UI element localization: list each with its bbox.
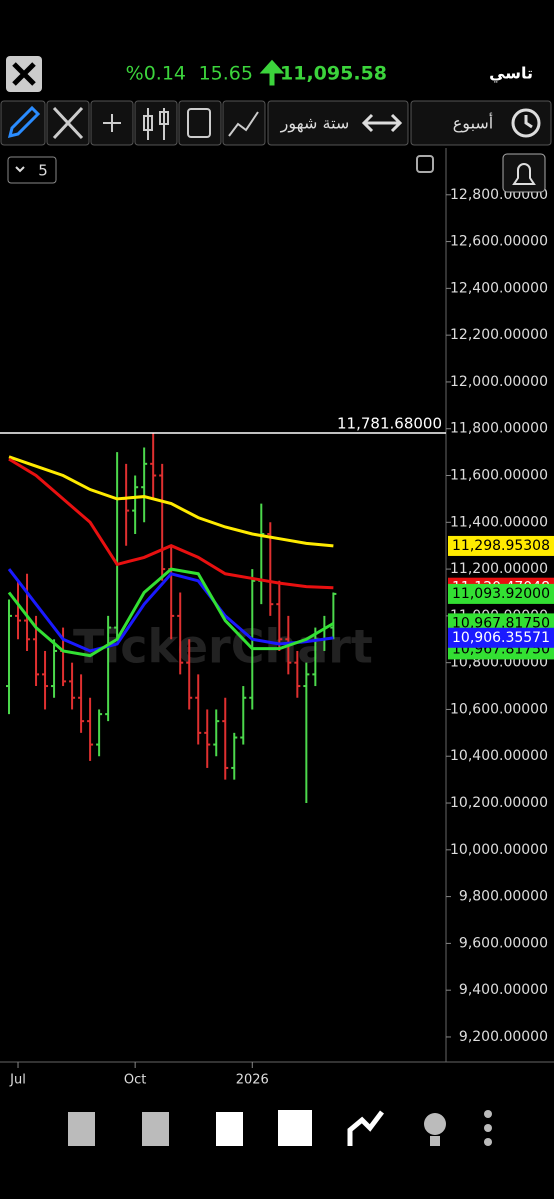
chart-type-button[interactable] [134, 100, 178, 146]
y-tick-label: 11,600.00000 [450, 468, 548, 484]
y-tick-label: 11,800.00000 [450, 421, 548, 437]
price-tag-label: 11,298.95308 [452, 538, 550, 554]
change-percent: %0.14 [126, 63, 186, 85]
crosshair-icon [103, 114, 121, 132]
interval-label: أسبوع [453, 113, 494, 134]
close-button[interactable] [6, 56, 42, 92]
nav-portfolio[interactable] [278, 1110, 312, 1146]
y-tick-label: 10,400.00000 [450, 748, 548, 764]
chevron [15, 166, 25, 173]
y-tick-label: 9,200.00000 [459, 1029, 548, 1045]
moving-average [8, 455, 334, 548]
history-icon [511, 108, 541, 138]
y-tick-label: 10,600.00000 [450, 701, 548, 717]
y-tick-label: 12,000.00000 [450, 374, 548, 390]
price-tag [448, 627, 554, 648]
moving-average [7, 568, 334, 653]
y-tick-label: 11,200.00000 [450, 561, 548, 577]
close-icon [12, 62, 36, 86]
tools-icon [52, 106, 84, 140]
settings-button[interactable] [178, 100, 222, 146]
chart-selector-label: 5 [38, 162, 48, 180]
bottom-nav [68, 1110, 492, 1146]
nav-ideas-base [430, 1136, 440, 1146]
chart-selector[interactable] [7, 156, 57, 184]
y-tick-label: 9,400.00000 [459, 982, 548, 998]
nav-more[interactable] [484, 1110, 492, 1118]
change: 15.65 [199, 63, 253, 85]
price: 11,095.58 [280, 63, 387, 85]
y-tick-label: 12,600.00000 [450, 234, 548, 250]
x-tick-label: 2026 [236, 1073, 269, 1088]
y-tick-label: 10,000.00000 [450, 842, 548, 858]
indicator-icon [228, 111, 259, 137]
bell-icon [512, 163, 536, 185]
y-tick-label: 9,800.00000 [459, 889, 548, 905]
draw-button[interactable] [0, 100, 46, 146]
interval-button[interactable] [410, 100, 552, 146]
high-line-label: 11,781.68000 [337, 415, 442, 433]
expand-icon [361, 113, 403, 133]
nav-chart[interactable] [347, 1110, 384, 1146]
period-label: ستة شهور [280, 114, 350, 134]
nav-list[interactable] [68, 1112, 95, 1146]
moving-average [8, 457, 334, 590]
alert-button[interactable] [502, 153, 546, 193]
price-tag-label: 11,093.92000 [452, 586, 550, 602]
settings-icon [187, 108, 211, 138]
pencil-icon [7, 105, 41, 139]
y-tick-label: 10,200.00000 [450, 795, 548, 811]
candle-body [159, 111, 169, 125]
candle-body [143, 115, 153, 131]
moving-average [7, 567, 335, 658]
price-tag [448, 583, 554, 604]
history-hand [524, 115, 533, 129]
price-tag-label: 10,967.81750 [452, 615, 550, 631]
price-tag [448, 535, 554, 556]
nav-ideas[interactable] [424, 1113, 446, 1135]
period-button[interactable] [267, 100, 409, 146]
indicators-button[interactable] [222, 100, 266, 146]
up-arrow [259, 59, 285, 86]
x-tick-label: Oct [124, 1073, 146, 1088]
nav-detail[interactable] [142, 1112, 169, 1146]
fullscreen-icon[interactable] [416, 155, 434, 173]
symbol: تاسي [489, 64, 533, 84]
price-tag-label: 10,906.35571 [452, 630, 550, 646]
y-tick-label: 11,400.00000 [450, 514, 548, 530]
y-tick-label: 12,200.00000 [450, 327, 548, 343]
y-tick-label: 12,400.00000 [450, 280, 548, 296]
nav-more [484, 1138, 492, 1146]
nav-more [484, 1124, 492, 1132]
y-tick-label: 9,600.00000 [459, 935, 548, 951]
x-tick-label: Jul [9, 1073, 26, 1088]
nav-orders[interactable] [216, 1112, 243, 1146]
